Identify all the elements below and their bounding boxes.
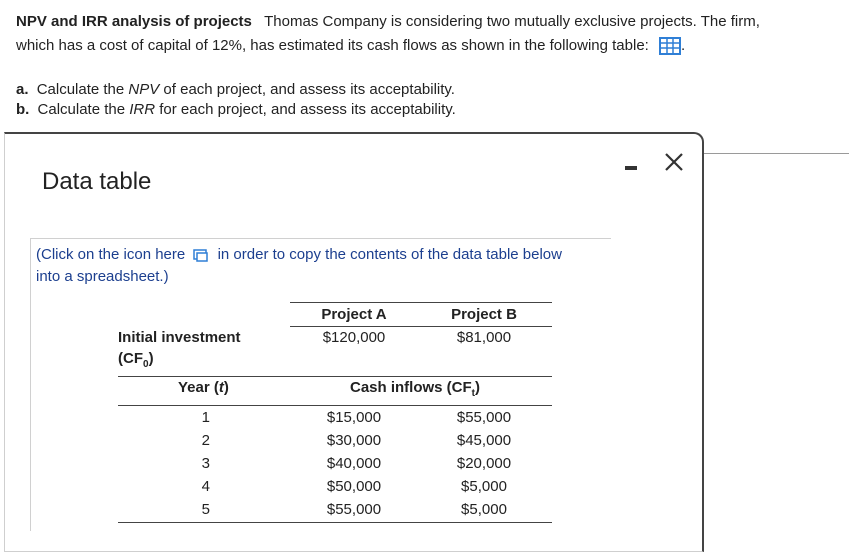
cash-b-cell: $55,000	[456, 409, 512, 426]
year-header-rule	[118, 405, 552, 406]
initial-investment-symbol: (CF0)	[118, 350, 154, 370]
dialog-title: Data table	[42, 168, 152, 195]
divider-line	[703, 153, 849, 154]
hint-text-pre: (Click on the icon here	[36, 246, 186, 263]
initial-b: $81,000	[456, 329, 512, 346]
table-icon[interactable]	[659, 37, 682, 56]
part-a-term: NPV	[128, 81, 160, 98]
section-rule	[118, 376, 552, 377]
problem-statement: NPV and IRR analysis of projects Thomas …	[16, 10, 836, 58]
minimize-icon[interactable]	[625, 166, 637, 170]
copy-hint: (Click on the icon here in order to copy…	[36, 244, 636, 288]
hint-text-line2: into a spreadsheet.)	[36, 268, 169, 285]
cash-label: Cash inflows (CF	[350, 379, 472, 396]
part-b-pre: Calculate the	[37, 101, 130, 118]
cf-subscript: 0	[143, 359, 149, 370]
cash-close: )	[475, 379, 481, 396]
cf-close: )	[148, 350, 154, 367]
cash-a-cell: $50,000	[326, 478, 382, 495]
col-header-project-a: Project A	[321, 306, 387, 323]
year-cell: 5	[201, 501, 210, 518]
cash-b-cell: $20,000	[456, 455, 512, 472]
year-label: Year (	[178, 379, 219, 396]
cash-inflows-header: Cash inflows (CFt)	[350, 379, 480, 399]
hint-text-post: in order to copy the contents of the dat…	[217, 246, 562, 263]
problem-text-1: Thomas Company is considering two mutual…	[264, 13, 760, 30]
cash-a-cell: $15,000	[326, 409, 382, 426]
problem-period: .	[681, 37, 686, 54]
problem-title: NPV and IRR analysis of projects	[16, 13, 252, 30]
year-close: )	[223, 379, 229, 396]
header-rule	[290, 326, 552, 327]
year-header: Year (t)	[178, 379, 229, 396]
hint-box-border	[30, 238, 611, 531]
question-parts: a. Calculate the NPV of each project, an…	[16, 80, 456, 120]
part-a-pre: Calculate the	[36, 81, 129, 98]
cf-symbol: (CF	[118, 350, 143, 367]
part-b-label: b.	[16, 101, 30, 118]
data-table-dialog	[4, 132, 704, 552]
cash-subscript: t	[471, 388, 476, 399]
problem-line-1: NPV and IRR analysis of projects Thomas …	[16, 10, 836, 34]
part-a-post: of each project, and assess its acceptab…	[159, 81, 455, 98]
part-a-label: a.	[16, 81, 29, 98]
cash-b-cell: $5,000	[461, 501, 507, 518]
col-header-project-b: Project B	[451, 306, 517, 323]
year-cell: 2	[201, 432, 210, 449]
close-icon[interactable]	[662, 150, 686, 174]
part-b-term: IRR	[129, 101, 156, 118]
part-b-post: for each project, and assess its accepta…	[155, 101, 456, 118]
table-top-rule	[290, 302, 552, 303]
year-cell: 1	[201, 409, 210, 426]
year-cell: 4	[201, 478, 210, 495]
table-bottom-rule	[118, 522, 552, 523]
initial-a: $120,000	[322, 329, 386, 346]
cash-a-cell: $30,000	[326, 432, 382, 449]
part-b: b. Calculate the IRR for each project, a…	[16, 100, 456, 120]
year-var: t	[218, 379, 224, 396]
problem-line-2: which has a cost of capital of 12%, has …	[16, 34, 836, 58]
copy-icon[interactable]	[193, 248, 209, 262]
cash-a-cell: $55,000	[326, 501, 382, 518]
problem-text-2: which has a cost of capital of 12%, has …	[16, 37, 649, 54]
cash-b-cell: $45,000	[456, 432, 512, 449]
initial-investment-label: Initial investment	[118, 329, 241, 346]
year-cell: 3	[201, 455, 210, 472]
cash-a-cell: $40,000	[326, 455, 382, 472]
part-a: a. Calculate the NPV of each project, an…	[16, 80, 456, 100]
cash-b-cell: $5,000	[461, 478, 507, 495]
